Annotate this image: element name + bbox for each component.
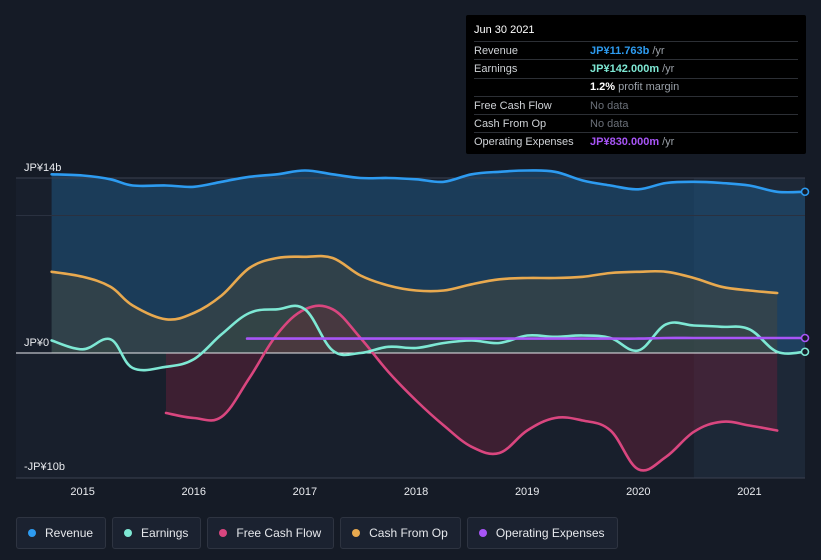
- series-line-free-cash-flow: [164, 304, 779, 472]
- tooltip-row-label: Free Cash Flow: [474, 99, 552, 112]
- legend-label: Operating Expenses: [495, 526, 605, 540]
- tooltip-row: Earnings JP¥142.000m/yr: [474, 59, 798, 77]
- tooltip-row-value: 1.2%: [590, 81, 616, 94]
- tooltip-row: 1.2% profit margin: [474, 77, 798, 96]
- x-tick-label: 2020: [626, 486, 650, 498]
- tooltip-row-nodata: No data: [590, 99, 629, 112]
- tooltip-row-value: JP¥830.000m: [590, 136, 660, 149]
- tooltip-row: Operating Expenses JP¥830.000m/yr: [474, 132, 798, 150]
- legend-item-operating-expenses[interactable]: Operating Expenses: [466, 517, 618, 549]
- x-tick-label: 2019: [515, 486, 539, 498]
- legend-item-cash-from-op[interactable]: Cash From Op: [340, 517, 461, 549]
- tooltip-row-value: JP¥142.000m: [590, 62, 660, 75]
- series-line-earnings: [50, 304, 807, 372]
- tooltip-date: Jun 30 2021: [474, 24, 535, 36]
- legend-item-revenue[interactable]: Revenue: [16, 517, 107, 549]
- area-earnings: [51, 305, 806, 371]
- legend-label: Earnings: [141, 526, 189, 540]
- series-line-operating-expenses: [245, 336, 807, 340]
- x-tick-label: 2021: [737, 486, 761, 498]
- tooltip-row-value: JP¥11.763b: [590, 44, 650, 57]
- legend-label: Free Cash Flow: [236, 526, 322, 540]
- tooltip-row: Free Cash Flow No data: [474, 95, 798, 114]
- series-line-cash-from-op: [50, 254, 779, 321]
- legend-label: Cash From Op: [369, 526, 448, 540]
- area-cash-from-op: [51, 256, 778, 353]
- y-tick-label: JP¥0: [24, 337, 49, 349]
- tooltip-row-label: Earnings: [474, 62, 518, 75]
- legend-dot-icon: [124, 529, 133, 537]
- tooltip-row-nodata: No data: [590, 117, 629, 130]
- legend-label: Revenue: [45, 526, 94, 540]
- tooltip-row-label: Revenue: [474, 44, 519, 57]
- legend-dot-icon: [219, 529, 228, 537]
- tooltip-row-suffix: /yr: [652, 44, 665, 57]
- tooltip-row-suffix: profit margin: [618, 81, 680, 94]
- tooltip-row: Cash From Op No data: [474, 114, 798, 132]
- series-endpoint-revenue: [800, 187, 810, 197]
- y-tick-label: -JP¥10b: [24, 461, 65, 473]
- x-tick-label: 2018: [404, 486, 428, 498]
- area-free-cash-flow: [166, 305, 778, 471]
- tooltip-row-suffix: /yr: [662, 136, 675, 149]
- tooltip-row-suffix: /yr: [662, 62, 675, 75]
- x-tick-label: 2016: [182, 486, 206, 498]
- tooltip-row-label: Operating Expenses: [474, 136, 574, 149]
- series-endpoint-earnings: [800, 347, 810, 357]
- tooltip-rows: Revenue JP¥11.763b/yr Earnings JP¥142.000m /…: [474, 41, 798, 151]
- legend-item-free-cash-flow[interactable]: Free Cash Flow: [207, 517, 335, 549]
- legend-dot-icon: [352, 529, 361, 537]
- tooltip-row: Revenue JP¥11.763b/yr: [474, 41, 798, 59]
- legend-dot-icon: [478, 529, 487, 537]
- y-tick-label: JP¥14b: [24, 162, 61, 174]
- series-endpoint-operating-expenses: [800, 333, 810, 343]
- tooltip-panel: Jun 30 2021 Revenue JP¥11.763b/yr Earnings…: [466, 15, 806, 154]
- x-tick-label: 2017: [293, 486, 317, 498]
- x-tick-label: 2015: [70, 486, 94, 498]
- series-line-revenue: [50, 169, 807, 194]
- legend-item-earnings[interactable]: Earnings: [112, 517, 202, 549]
- legend-dot-icon: [28, 529, 36, 537]
- legend: Revenue Earnings Free Cash Flow Cash From O…: [16, 517, 624, 549]
- tooltip-row-label: Cash From Op: [474, 117, 547, 130]
- area-revenue: [51, 170, 806, 353]
